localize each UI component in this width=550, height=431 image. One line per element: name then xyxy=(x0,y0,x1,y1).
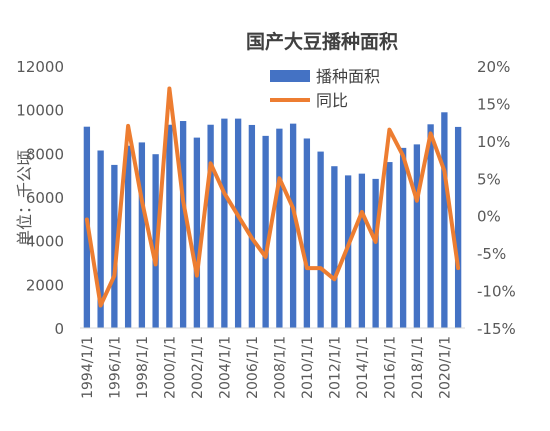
bar-2016/1/1 xyxy=(386,162,393,328)
bar-2003/1/1 xyxy=(207,124,214,329)
legend-label-line: 同比 xyxy=(316,91,348,110)
bar-1998/1/1 xyxy=(138,142,146,328)
x-tick-label: 2020/1/1 xyxy=(437,336,453,399)
bar-2018/1/1 xyxy=(413,144,421,328)
bar-2021/1/1 xyxy=(454,126,462,328)
y-tick-label: 10000 xyxy=(16,102,64,120)
x-tick-label: 1998/1/1 xyxy=(135,336,151,399)
x-tick-label: 2014/1/1 xyxy=(355,336,371,399)
bar-2006/1/1 xyxy=(248,124,256,328)
bar-2017/1/1 xyxy=(399,147,407,328)
y2-tick-label: 20% xyxy=(477,58,510,76)
line-yoy xyxy=(84,86,461,308)
bar-2007/1/1 xyxy=(262,135,269,328)
bar-1995/1/1 xyxy=(97,150,104,328)
y-axis-ticks: 0 2000 4000 6000 8000 10000 12000 xyxy=(16,58,64,338)
x-tick-label: 1994/1/1 xyxy=(80,336,96,399)
y2-tick-label: 0% xyxy=(477,208,501,226)
x-tick-label: 2006/1/1 xyxy=(245,336,261,399)
y-tick-label: 4000 xyxy=(26,233,64,251)
y2-tick-label: -15% xyxy=(477,320,516,338)
y-tick-label: 12000 xyxy=(16,58,64,76)
bar-2010/1/1 xyxy=(303,138,311,328)
bar-2012/1/1 xyxy=(331,166,338,328)
y2-tick-label: -10% xyxy=(477,283,516,301)
x-tick-label: 2004/1/1 xyxy=(217,336,233,399)
x-tick-label: 2000/1/1 xyxy=(162,336,178,399)
x-tick-label: 2010/1/1 xyxy=(300,336,316,399)
x-tick-label: 2012/1/1 xyxy=(327,336,343,399)
line-series-group xyxy=(84,86,461,308)
bar-1996/1/1 xyxy=(111,164,118,328)
y2-tick-label: -5% xyxy=(477,245,506,263)
bar-1997/1/1 xyxy=(124,145,132,328)
x-tick-label: 2008/1/1 xyxy=(272,336,288,399)
x-tick-label: 2002/1/1 xyxy=(190,336,206,399)
bar-2019/1/1 xyxy=(427,124,434,328)
bar-2014/1/1 xyxy=(358,173,366,328)
bar-2008/1/1 xyxy=(276,128,283,328)
x-tick-label: 1996/1/1 xyxy=(107,336,123,399)
bar-2009/1/1 xyxy=(289,123,297,328)
bar-2015/1/1 xyxy=(372,178,379,328)
y2-tick-label: 5% xyxy=(477,170,501,188)
bar-2013/1/1 xyxy=(344,175,352,328)
x-tick-label: 2018/1/1 xyxy=(410,336,426,399)
y-tick-label: 0 xyxy=(54,320,64,338)
x-axis-ticks: 1994/1/1 1996/1/1 1998/1/1 2000/1/1 2002/1/1… xyxy=(80,336,454,399)
bar-2000/1/1 xyxy=(166,124,173,329)
y2-axis-ticks: -15% -10% -5% 0% 5% 10% 15% 20% xyxy=(477,58,516,338)
y2-tick-label: 10% xyxy=(477,133,510,151)
bar-2001/1/1 xyxy=(179,121,187,329)
bar-2011/1/1 xyxy=(317,151,324,328)
y-tick-label: 6000 xyxy=(26,189,64,207)
bar-2020/1/1 xyxy=(441,112,448,328)
bar-2004/1/1 xyxy=(221,118,228,328)
y-tick-label: 2000 xyxy=(26,276,64,294)
y-axis-label: 单位：千公顷 xyxy=(15,150,34,246)
chart-title: 国产大豆播种面积 xyxy=(246,30,398,53)
x-tick-label: 2016/1/1 xyxy=(382,336,398,399)
legend-label-bar: 播种面积 xyxy=(316,67,380,86)
y-tick-label: 8000 xyxy=(26,145,64,163)
legend-swatch-bar xyxy=(270,70,310,82)
y2-tick-label: 15% xyxy=(477,95,510,113)
bar-2005/1/1 xyxy=(234,118,242,328)
bar-2002/1/1 xyxy=(193,137,201,328)
